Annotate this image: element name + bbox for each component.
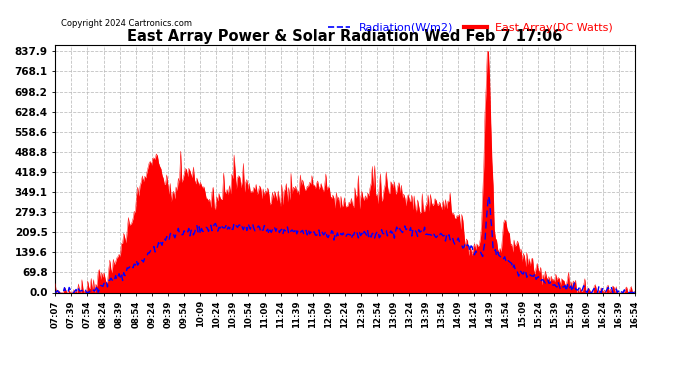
Legend: Radiation(W/m2), East Array(DC Watts): Radiation(W/m2), East Array(DC Watts) [324, 18, 618, 37]
Text: Copyright 2024 Cartronics.com: Copyright 2024 Cartronics.com [61, 19, 192, 28]
Title: East Array Power & Solar Radiation Wed Feb 7 17:06: East Array Power & Solar Radiation Wed F… [128, 29, 562, 44]
